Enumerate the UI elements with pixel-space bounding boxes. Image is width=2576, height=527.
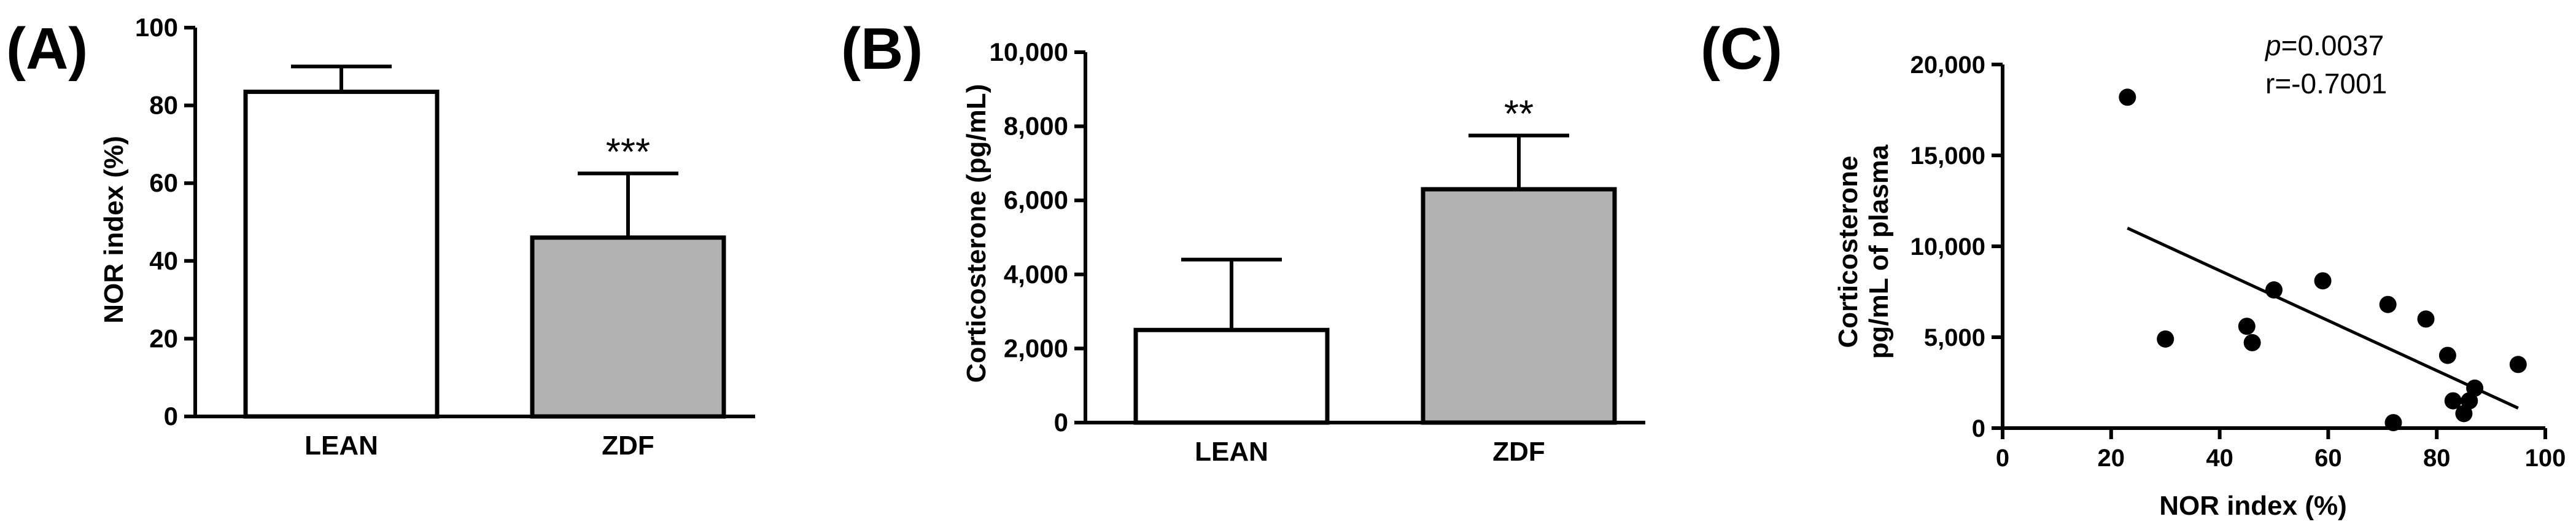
panel-c-data-point [2444, 392, 2462, 410]
panel-b-bar-lean [1133, 327, 1330, 425]
panel-c-x-tick-label: 0 [1996, 445, 2009, 472]
panel-a-bar-zdf [530, 235, 726, 419]
panel-a-y-tick-label: 20 [149, 324, 178, 353]
panel-c-x-axis-label: NOR index (%) [2159, 491, 2347, 521]
panel-c-p-annotation: p=0.0037 [2264, 29, 2384, 61]
panel-a-y-tick-label: 80 [149, 91, 178, 120]
panel-c-data-point [2238, 318, 2256, 335]
panel-c: (C) Corticosterone pg/mL of plasma NOR i… [1701, 16, 2566, 521]
panel-b-y-axis-label: Corticosterone (pg/mL) [961, 84, 991, 383]
panel-c-y-axis-label-line1: Corticosterone [1833, 156, 1863, 348]
panel-a-bar-lean [243, 89, 440, 419]
panel-c-data-point [2243, 334, 2261, 351]
panel-a-y-tick-label: 60 [149, 168, 178, 197]
panel-c-p-symbol: p [2264, 29, 2281, 61]
panel-b-plot: 0 2,000 4,000 6,000 8,000 10,000 LEAN ZDF ** [990, 37, 1645, 467]
panel-c-data-point [2438, 346, 2456, 364]
panel-a-y-axis-label: NOR index (%) [99, 136, 129, 324]
panel-a-y-tick-label: 100 [135, 13, 178, 42]
panel-b-significance-marker: ** [1504, 93, 1534, 136]
panel-a-y-tick-label: 0 [164, 402, 178, 431]
panel-c-x-tick-label: 20 [2098, 445, 2125, 472]
panel-c-regression-line [2127, 227, 2519, 410]
panel-c-y-tick-label: 20,000 [1911, 52, 1985, 79]
panel-c-y-tick-label: 10,000 [1911, 233, 1985, 260]
panel-c-data-point [2466, 379, 2484, 397]
panel-b-x-tick-label: LEAN [1195, 437, 1268, 467]
panel-b: (B) Corticosterone (pg/mL) 0 2,000 4,000 6,… [841, 16, 1645, 467]
panel-c-plot: 0 5,000 10,000 15,000 20,000 0 20 40 60 80 100 [1911, 52, 2566, 472]
panel-c-p-value: =0.0037 [2281, 29, 2384, 61]
panel-c-data-point [2265, 281, 2283, 299]
panel-a-significance-marker: *** [606, 131, 650, 173]
panel-c-y-tick-label: 5,000 [1924, 324, 1985, 351]
panel-b-y-tick-label: 2,000 [1004, 334, 1068, 362]
panel-c-data-point [2509, 356, 2527, 373]
panel-b-y-tick-label: 10,000 [990, 37, 1068, 66]
panel-b-x-tick-label: ZDF [1492, 437, 1545, 467]
panel-a-x-tick-label: ZDF [602, 431, 654, 461]
panel-c-y-axis-label-line2: pg/mL of plasma [1864, 144, 1894, 359]
panel-c-data-point [2119, 88, 2136, 106]
panel-c-data-point [2157, 330, 2174, 348]
panel-b-y-tick-label: 4,000 [1004, 260, 1068, 289]
panel-a-x-tick-label: LEAN [305, 431, 378, 461]
panel-a-label: (A) [6, 16, 88, 82]
panel-a-y-tick-label: 40 [149, 246, 178, 275]
panel-c-label: (C) [1701, 16, 1782, 82]
panel-c-y-tick-label: 15,000 [1911, 142, 1985, 170]
panel-c-data-point [2417, 310, 2435, 328]
panel-b-y-tick-label: 8,000 [1004, 112, 1068, 141]
panel-c-r-annotation: r=-0.7001 [2265, 68, 2387, 100]
panel-c-x-tick-label: 60 [2314, 445, 2342, 472]
panel-c-y-tick-label: 0 [1972, 415, 1985, 442]
panel-c-x-tick-label: 40 [2206, 445, 2233, 472]
panel-b-y-tick-label: 6,000 [1004, 185, 1068, 214]
panel-b-y-tick-label: 0 [1054, 408, 1068, 437]
panel-b-label: (B) [841, 16, 923, 82]
panel-a-plot: 0 20 40 60 80 100 LEAN ZDF *** [135, 13, 755, 461]
panel-b-bar-zdf [1421, 187, 1617, 425]
panel-c-data-point [2314, 272, 2332, 290]
panel-c-data-point [2379, 295, 2397, 313]
panel-a: (A) NOR index (%) 0 20 40 60 80 100 LEAN ZDF *** [6, 13, 755, 461]
panel-c-data-point [2384, 414, 2402, 432]
panel-c-x-tick-label: 80 [2423, 445, 2451, 472]
panel-c-x-tick-label: 100 [2525, 445, 2566, 472]
